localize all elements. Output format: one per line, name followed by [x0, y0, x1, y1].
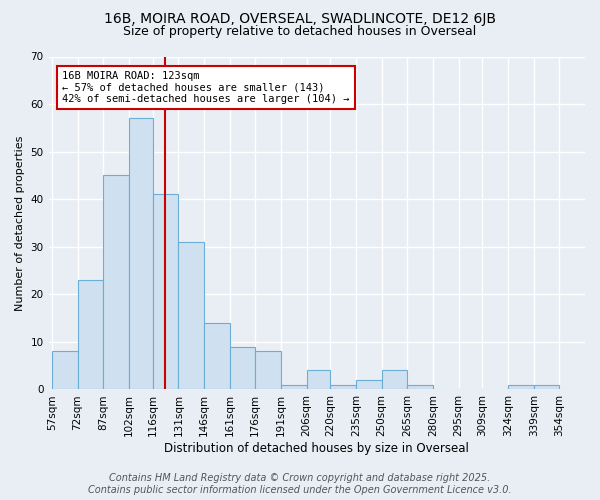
Bar [103, 176, 129, 390]
Bar [508, 384, 534, 390]
Text: 16B, MOIRA ROAD, OVERSEAL, SWADLINCOTE, DE12 6JB: 16B, MOIRA ROAD, OVERSEAL, SWADLINCOTE, … [104, 12, 496, 26]
Bar [382, 370, 407, 390]
Bar [204, 323, 230, 390]
Bar [52, 352, 77, 390]
Bar [331, 384, 356, 390]
Bar [281, 384, 307, 390]
Bar [407, 384, 433, 390]
Bar [534, 384, 559, 390]
Text: 16B MOIRA ROAD: 123sqm
← 57% of detached houses are smaller (143)
42% of semi-de: 16B MOIRA ROAD: 123sqm ← 57% of detached… [62, 71, 350, 104]
X-axis label: Distribution of detached houses by size in Overseal: Distribution of detached houses by size … [164, 442, 469, 455]
Text: Contains HM Land Registry data © Crown copyright and database right 2025.
Contai: Contains HM Land Registry data © Crown c… [88, 474, 512, 495]
Bar [153, 194, 178, 390]
Bar [77, 280, 103, 390]
Bar [230, 346, 255, 390]
Text: Size of property relative to detached houses in Overseal: Size of property relative to detached ho… [124, 25, 476, 38]
Bar [307, 370, 331, 390]
Bar [178, 242, 204, 390]
Bar [129, 118, 153, 390]
Bar [255, 352, 281, 390]
Bar [356, 380, 382, 390]
Y-axis label: Number of detached properties: Number of detached properties [15, 136, 25, 310]
